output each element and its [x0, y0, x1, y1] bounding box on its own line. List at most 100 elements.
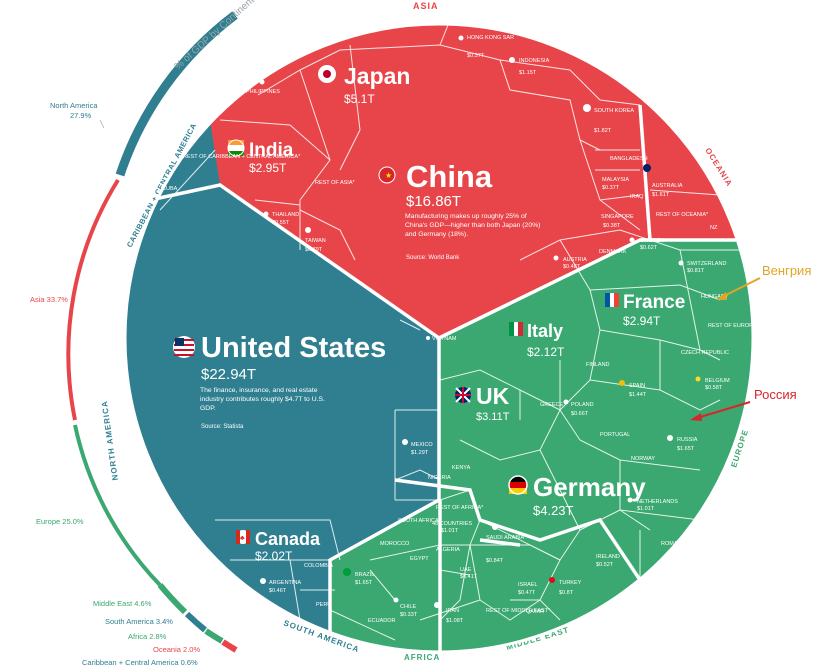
label-netherlands: NETHERLANDS$1.01T [627, 497, 678, 512]
svg-text:SWEDEN: SWEDEN [640, 238, 664, 244]
svg-text:$0.81T: $0.81T [687, 268, 705, 274]
svg-text:ISRAEL: ISRAEL [518, 582, 538, 588]
label-portugal: PORTUGAL [600, 432, 630, 438]
label-morocco: MOROCCO [380, 541, 410, 547]
ring-oceania [221, 639, 238, 653]
svg-text:$0.37T: $0.37T [602, 185, 620, 191]
svg-text:GREECE: GREECE [540, 402, 564, 408]
label-finland: FINLAND [586, 362, 610, 368]
label-rest-of-europe: REST OF EUROPE* [708, 323, 759, 329]
country-india: India $2.95T [227, 139, 294, 175]
label-argentina: ARGENTINA $0.46T [260, 578, 301, 594]
svg-text:THAILAND: THAILAND [272, 212, 299, 218]
label-nigeria: NIGERIA [428, 475, 451, 481]
svg-text:ROMANIA: ROMANIA [661, 541, 687, 547]
label-mexico: MEXICO $1.29T [402, 439, 433, 456]
label-indonesia: INDONESIA $1.15T [509, 57, 550, 76]
label-thailand: THAILAND $0.55T [263, 211, 299, 226]
label-north-america: NORTH AMERICA [100, 400, 120, 481]
small-country-labels: HONG KONG SAR $0.37T INDONESIA $1.15T SOUT… [162, 35, 759, 624]
label-malaysia: MALAYSIA $0.37T [602, 177, 629, 191]
label-hungary: HUNGARY [701, 294, 729, 300]
svg-text:NIGERIA: NIGERIA [428, 475, 451, 481]
svg-text:Italy: Italy [527, 321, 563, 341]
label-brazil: BRAZIL $1.65T [343, 568, 374, 586]
china-flag-icon [378, 166, 396, 184]
svg-text:$0.46T: $0.46T [269, 588, 287, 594]
label-saudi-arabia: SAUDI ARABIA $0.84T [486, 524, 525, 564]
svg-text:ALGERIA: ALGERIA [436, 547, 460, 553]
label-south-korea: SOUTH KOREA $1.82T [583, 104, 634, 134]
svg-text:$1.01T: $1.01T [637, 506, 655, 512]
svg-text:France: France [623, 292, 685, 313]
label-algeria: ALGERIA [436, 547, 460, 553]
label-romania: ROMANIA [661, 541, 687, 547]
annotation-hungary: Венгрия [762, 263, 811, 278]
svg-text:QATAR: QATAR [526, 609, 544, 615]
legend-asia: Asia 33.7% [30, 295, 68, 304]
svg-text:SOUTH KOREA: SOUTH KOREA [594, 108, 634, 114]
country-us: United States $22.94T The finance, insur… [173, 332, 386, 430]
ring-africa [204, 628, 224, 644]
svg-text:$2.02T: $2.02T [255, 549, 293, 563]
svg-text:REST OF OCEANIA*: REST OF OCEANIA* [656, 212, 709, 218]
svg-text:$1.65T: $1.65T [355, 580, 373, 586]
country-germany: Germany $4.23T [508, 472, 646, 518]
ring-title: % of GDP by Continent [173, 0, 257, 72]
continent-borders [149, 104, 753, 652]
label-rest-of-oceania: REST OF OCEANIA* [656, 212, 709, 218]
svg-text:$1.82T: $1.82T [594, 128, 612, 134]
svg-text:VIETNAM: VIETNAM [432, 336, 457, 342]
label-czech: CZECH REPUBLIC [681, 350, 729, 356]
svg-text:ARGENTINA: ARGENTINA [269, 580, 301, 586]
svg-text:$0.62T: $0.62T [640, 245, 658, 251]
svg-text:$0.33T: $0.33T [400, 612, 418, 618]
svg-text:SINGAPORE: SINGAPORE [601, 214, 634, 220]
svg-text:Source: Statista: Source: Statista [201, 424, 244, 430]
svg-text:UK: UK [476, 383, 510, 409]
svg-text:$0.37T: $0.37T [467, 53, 485, 59]
country-italy: Italy $2.12T [509, 321, 565, 359]
label-singapore: SINGAPORE $0.38T [601, 214, 634, 229]
country-uk: UK $3.11T [455, 383, 510, 423]
svg-text:SAUDI ARABIA: SAUDI ARABIA [486, 535, 525, 541]
ring-middle-east [157, 583, 188, 615]
country-japan: Japan $5.1T [318, 63, 410, 106]
svg-text:BRAZIL: BRAZIL [355, 572, 374, 578]
svg-text:CHILE: CHILE [400, 604, 417, 610]
svg-text:IRAN: IRAN [446, 608, 459, 614]
label-taiwan: TAIWAN $0.79T [305, 227, 326, 253]
svg-text:$2.12T: $2.12T [527, 345, 565, 359]
label-kenya: KENYA [452, 465, 471, 471]
svg-text:$0.58T: $0.58T [705, 385, 723, 391]
svg-text:★: ★ [385, 171, 392, 180]
svg-text:IRELAND: IRELAND [596, 554, 620, 560]
svg-text:Germany: Germany [533, 472, 646, 502]
svg-text:MALAYSIA: MALAYSIA [602, 177, 629, 183]
label-rest-of-africa: REST OF AFRICA* 48 COUNTRIES$1.01T [432, 505, 484, 534]
svg-text:TURKEY: TURKEY [559, 580, 582, 586]
label-ireland: IRELAND $0.52T [596, 554, 620, 568]
svg-text:$0.41T: $0.41T [460, 574, 478, 580]
svg-text:FINLAND: FINLAND [586, 362, 610, 368]
label-philippines: PHILIPPINES [246, 79, 280, 95]
svg-text:$1.65T: $1.65T [677, 446, 695, 452]
svg-text:$1.15T: $1.15T [519, 70, 537, 76]
label-iran: IRAN $1.08T [434, 602, 464, 624]
svg-text:$1.29T: $1.29T [411, 450, 429, 456]
svg-text:AUSTRALIA: AUSTRALIA [652, 183, 683, 189]
legend-oceania: Oceania 2.0% [153, 645, 200, 654]
svg-text:UAE: UAE [460, 567, 472, 573]
legend-south-america: South America 3.4% [105, 617, 173, 626]
svg-text:Canada: Canada [255, 529, 321, 549]
svg-text:RUSSIA: RUSSIA [677, 437, 698, 443]
svg-text:$0.38T: $0.38T [603, 223, 621, 229]
label-greece: GREECE [540, 402, 564, 408]
svg-text:Japan: Japan [344, 63, 410, 89]
legend-middle-east: Middle East 4.6% [93, 599, 152, 608]
legend-europe: Europe 25.0% [36, 517, 84, 526]
svg-text:$2.95T: $2.95T [249, 161, 287, 175]
svg-text:SWITZERLAND: SWITZERLAND [687, 261, 726, 267]
legend-north-america: North America [50, 101, 98, 110]
ring-south-america [184, 611, 207, 633]
